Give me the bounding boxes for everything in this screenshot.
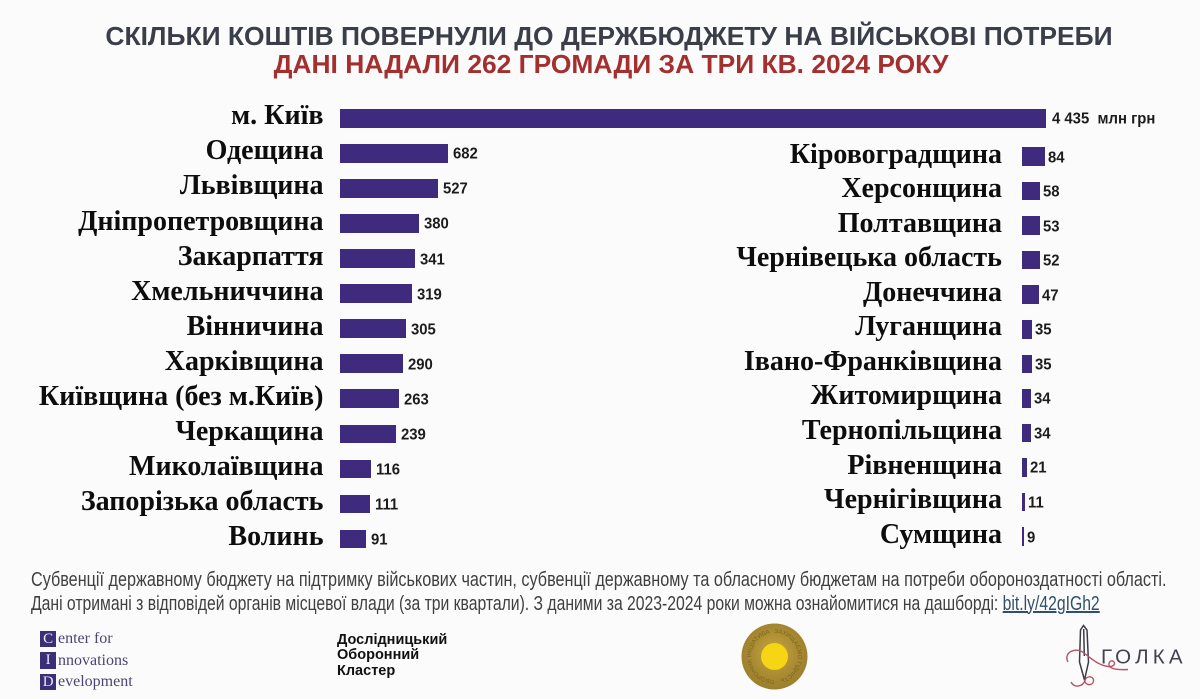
svg-text:ГОЛКА: ГОЛКА	[1101, 646, 1187, 669]
